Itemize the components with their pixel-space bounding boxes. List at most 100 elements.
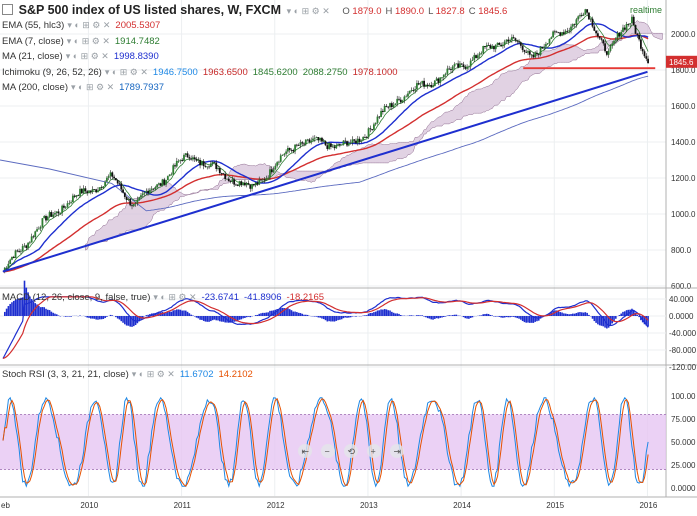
candle-body <box>95 189 97 192</box>
macd-bar <box>325 316 327 320</box>
macd-bar <box>101 316 103 319</box>
candle-body <box>624 28 626 30</box>
macd-bar <box>448 315 450 316</box>
settings-icon[interactable]: ▾ ◐ ⊞ ⚙ ✕ <box>287 6 330 16</box>
indicator-legend-row[interactable]: EMA (7, close)▾ ◐ ⊞ ⚙ ✕1914.7482 <box>2 34 160 48</box>
macd-bar <box>99 316 101 319</box>
candle-body <box>420 83 422 84</box>
candle-body <box>545 44 547 46</box>
macd-bar <box>529 316 531 323</box>
macd-tick-label: -120.00 <box>669 363 697 372</box>
candle-body <box>323 141 325 142</box>
macd-bar <box>468 316 470 319</box>
stoch-tick-label: 50.000 <box>671 438 696 447</box>
candle-body <box>491 46 493 48</box>
pane-settings-icon[interactable]: ▾ ◐ ⊞ ⚙ ✕ <box>153 292 196 302</box>
candle-body <box>183 155 185 161</box>
indicator-legend-row[interactable]: Ichimoku (9, 26, 52, 26)▾ ◐ ⊞ ⚙ ✕1946.75… <box>2 65 398 79</box>
candle-body <box>217 168 219 169</box>
macd-bar <box>305 315 307 316</box>
candle-body <box>567 31 569 32</box>
candle-body <box>520 42 522 45</box>
macd-bar <box>97 316 99 320</box>
candle-body <box>583 14 585 15</box>
macd-bar <box>445 316 447 317</box>
macd-bar <box>581 312 583 316</box>
candle-body <box>570 27 572 31</box>
indicator-legend-row[interactable]: EMA (55, hlc3)▾ ◐ ⊞ ⚙ ✕2005.5307 <box>2 18 160 32</box>
candle-body <box>296 145 298 146</box>
candle-body <box>334 146 336 148</box>
candle-body <box>289 148 291 150</box>
candle-body <box>538 54 540 55</box>
indicator-legend-row[interactable]: MA (21, close)▾ ◐ ⊞ ⚙ ✕1998.8390 <box>2 49 159 63</box>
indicator-settings-icon[interactable]: ▾ ◐ ⊞ ⚙ ✕ <box>67 36 110 46</box>
macd-bar <box>85 316 87 317</box>
candle-body <box>366 137 368 138</box>
macd-bar <box>323 316 325 319</box>
indicator-settings-icon[interactable]: ▾ ◐ ⊞ ⚙ ✕ <box>105 67 148 77</box>
macd-bar <box>398 314 400 316</box>
macd-bar <box>452 315 454 316</box>
candle-body <box>221 173 223 174</box>
candle-body <box>316 137 318 138</box>
macd-bar <box>43 307 45 316</box>
macd-bar <box>488 314 490 316</box>
candle-body <box>635 25 637 34</box>
indicator-legend-row[interactable]: MA (200, close)▾ ◐ ⊞ ⚙ ✕1789.7937 <box>2 80 164 94</box>
indicator-settings-icon[interactable]: ▾ ◐ ⊞ ⚙ ✕ <box>67 20 110 30</box>
macd-bar <box>513 316 515 317</box>
candle-body <box>92 189 94 192</box>
macd-bar <box>615 316 617 319</box>
candle-body <box>371 129 373 130</box>
candle-body <box>174 165 176 166</box>
candle-body <box>593 27 595 31</box>
pane-settings-icon[interactable]: ▾ ◐ ⊞ ⚙ ✕ <box>132 369 175 379</box>
candle-body <box>536 53 538 54</box>
macd-bar <box>11 302 13 316</box>
candle-body <box>253 184 255 185</box>
candle-body <box>611 43 613 46</box>
candle-body <box>468 66 470 67</box>
macd-bar <box>450 315 452 316</box>
candle-body <box>6 268 8 269</box>
macd-bar <box>454 315 456 316</box>
indicator-value: 1998.8390 <box>114 51 159 62</box>
macd-bar <box>332 316 334 321</box>
candle-body <box>56 211 58 213</box>
macd-bar <box>110 315 112 316</box>
candle-body <box>260 180 262 181</box>
time-tick-label: 2012 <box>267 501 285 510</box>
candle-body <box>20 251 22 252</box>
candle-body <box>416 83 418 89</box>
candle-body <box>58 211 60 213</box>
candle-body <box>237 185 239 186</box>
stoch-legend: Stoch RSI (3, 3, 21, 21, close)▾ ◐ ⊞ ⚙ ✕… <box>2 369 253 380</box>
zoom-glyph: ⇤ <box>302 447 310 457</box>
candle-body <box>346 141 348 145</box>
candle-body <box>298 145 300 146</box>
macd-bar <box>504 316 506 317</box>
candle-body <box>283 154 285 155</box>
macd-bar <box>386 309 388 316</box>
candle-body <box>513 37 515 38</box>
macd-bar <box>242 316 244 318</box>
collapse-icon[interactable] <box>2 4 13 15</box>
time-tick-label: 2010 <box>80 501 98 510</box>
macd-bar <box>190 315 192 316</box>
candle-body <box>475 55 477 58</box>
indicator-settings-icon[interactable]: ▾ ◐ ⊞ ⚙ ✕ <box>71 82 114 92</box>
candle-body <box>81 189 83 193</box>
indicator-settings-icon[interactable]: ▾ ◐ ⊞ ⚙ ✕ <box>66 51 109 61</box>
candle-body <box>27 243 29 248</box>
macd-bar <box>318 316 320 317</box>
macd-bar <box>183 310 185 316</box>
candle-body <box>645 56 647 59</box>
candle-body <box>393 105 395 107</box>
price-tick-label: 1200.0 <box>671 174 696 183</box>
macd-bar <box>511 316 513 317</box>
candle-body <box>115 178 117 180</box>
candle-body <box>550 37 552 39</box>
candle-body <box>34 231 36 237</box>
candle-body <box>613 41 615 44</box>
